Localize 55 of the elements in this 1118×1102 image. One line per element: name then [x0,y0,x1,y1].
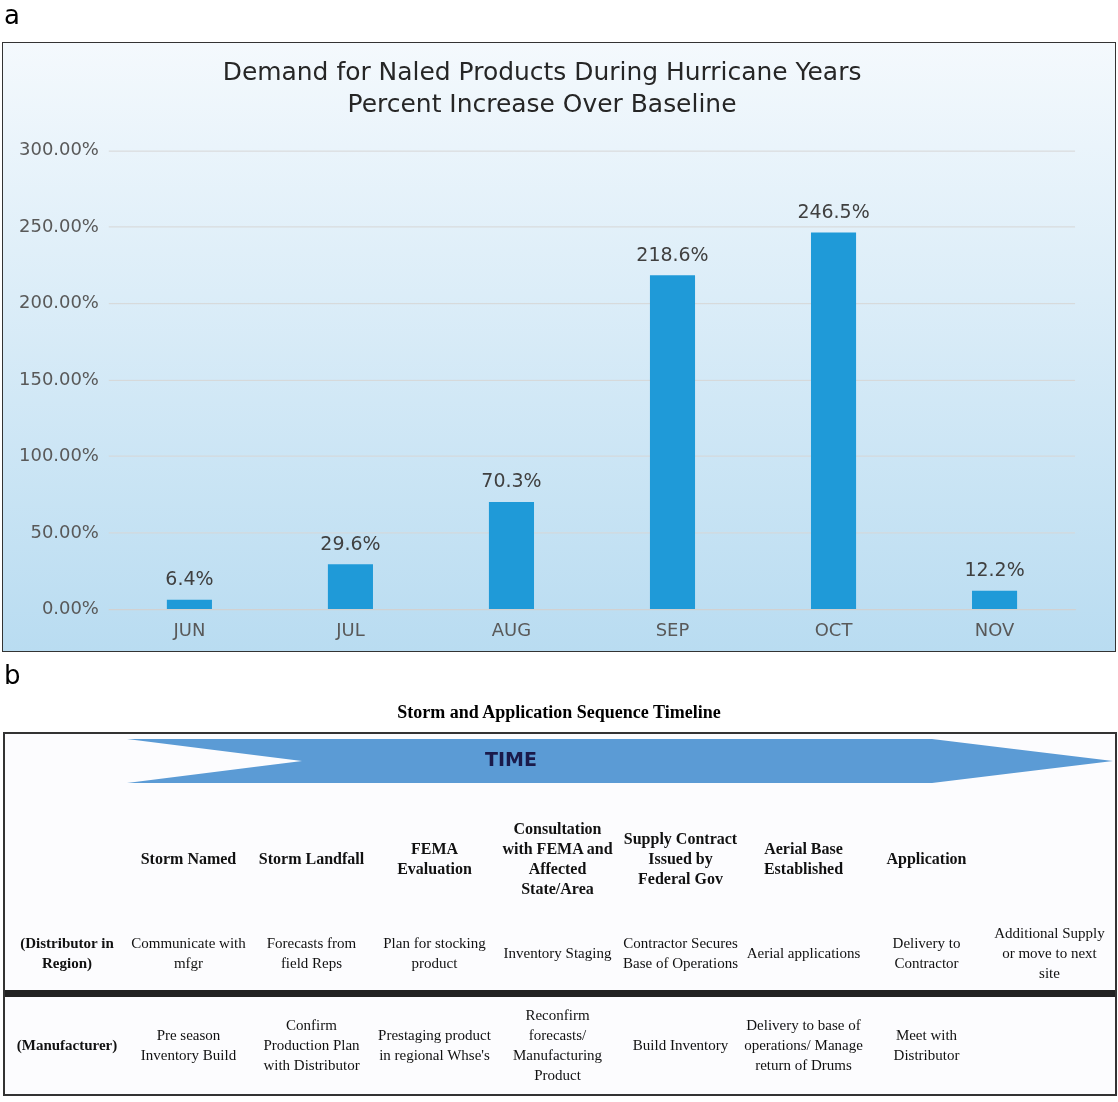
text: Meet with Distributor [892,1026,961,1065]
y-tick-label: 0.00% [41,597,99,619]
x-tick-label: JUL [335,618,365,640]
text: Pre season Inventory Build [139,1026,238,1065]
data-label: 218.6% [636,242,709,265]
text: (Manufacturer) [15,1036,119,1055]
data-label: 29.6% [320,531,381,554]
text: a [4,0,20,30]
text: TIME [485,748,538,772]
text: Aerial applications [745,944,862,963]
text: (Distributor in Region) [19,934,115,973]
bar [649,275,696,610]
x-tick-label: JUN [172,618,206,640]
data-label: 70.3% [481,469,542,492]
text: Supply Contract Issued by Federal Gov [623,829,738,889]
text: Inventory Staging [502,944,613,963]
x-tick-label: NOV [974,618,1016,640]
bar [166,599,212,610]
bar [327,564,373,610]
text: Application [885,849,968,870]
data-label: 6.4% [165,567,214,590]
chart-title: Demand for Naled Products During Hurricane Years [222,57,862,87]
y-tick-label: 300.00% [19,138,99,160]
data-label: 12.2% [964,558,1025,581]
text: Aerial Base Established [762,839,845,879]
text: Forecasts from field Reps [265,934,358,973]
text: Build Inventory [631,1036,730,1055]
data-label: 246.5% [797,199,870,222]
text: Storm and Application Sequence Timeline [396,702,722,723]
bar [972,590,1018,610]
y-tick-label: 150.00% [19,367,99,389]
chart-subtitle: Percent Increase Over Baseline [347,89,737,119]
text: Delivery to base of operations/ Manage return of Drums [744,1016,863,1075]
text: Additional Supply or move to next site [993,924,1106,983]
y-tick-label: 100.00% [19,444,99,466]
x-tick-label: OCT [814,618,854,640]
y-tick-label: 200.00% [19,291,99,313]
text: Plan for stocking product [382,934,487,973]
x-tick-label: AUG [491,618,532,640]
bar [810,232,857,610]
text: Contractor Secures Base of Operations [622,934,739,973]
text: Storm Landfall [257,849,366,869]
text: Reconfirm forecasts/ Manufacturing Product [511,1006,604,1085]
text: Consultation with FEMA and Affected State/Area [501,819,614,899]
text: Confirm Production Plan with Distributor [262,1016,361,1075]
text: Communicate with mfgr [130,934,247,973]
y-tick-label: 250.00% [19,214,99,236]
text: Storm Named [139,849,238,869]
text: b [4,660,21,690]
x-tick-label: SEP [655,618,690,640]
text: Prestaging product in regional Whse's [377,1026,492,1065]
bar [488,502,535,610]
text: FEMA Evaluation [396,839,473,879]
y-tick-label: 50.00% [30,520,99,542]
text: Delivery to Contractor [891,934,962,973]
